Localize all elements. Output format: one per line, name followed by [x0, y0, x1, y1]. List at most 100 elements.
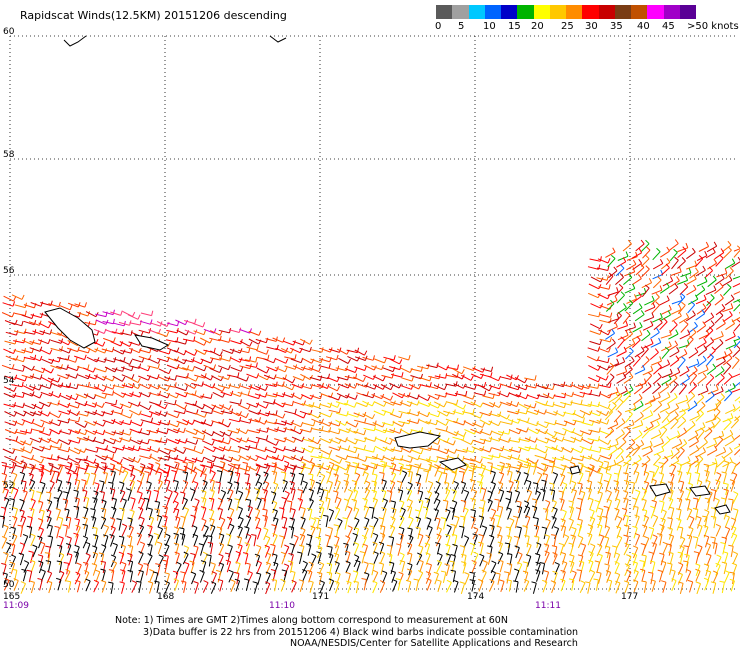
- wind-barb: [688, 528, 694, 540]
- wind-barb-feather: [623, 534, 629, 537]
- wind-barb: [677, 420, 687, 429]
- wind-barb-feather: [313, 420, 316, 427]
- wind-barb: [669, 518, 673, 530]
- wind-barb-feather: [337, 402, 340, 408]
- wind-barb-feather: [417, 410, 420, 416]
- wind-barb-feather: [237, 428, 240, 434]
- wind-barb-feather: [514, 568, 520, 572]
- wind-barb: [363, 579, 367, 591]
- wind-barb: [336, 376, 348, 381]
- wind-barb: [671, 259, 679, 270]
- wind-barb-feather: [51, 358, 55, 364]
- wind-barb-feather: [659, 312, 663, 318]
- wind-barb-feather: [598, 427, 601, 433]
- wind-barb: [202, 554, 208, 565]
- wind-barb-feather: [354, 554, 360, 558]
- wind-barb: [48, 464, 60, 470]
- wind-barb: [14, 376, 26, 382]
- wind-barb-feather: [67, 355, 70, 361]
- wind-barb-feather: [610, 312, 613, 318]
- wind-barb-feather: [418, 533, 424, 537]
- wind-barb: [300, 385, 312, 390]
- wind-barb: [256, 429, 268, 433]
- wind-barb-feather: [157, 526, 163, 530]
- wind-barb: [23, 410, 34, 417]
- wind-barb: [643, 464, 648, 476]
- wind-barb: [679, 407, 690, 413]
- wind-barb-feather: [390, 500, 396, 503]
- wind-barb-feather: [201, 518, 207, 522]
- wind-barb: [615, 276, 624, 285]
- wind-barb: [715, 370, 725, 378]
- wind-barb: [506, 499, 511, 511]
- wind-barb: [256, 367, 267, 374]
- wind-barb-feather: [692, 328, 697, 333]
- wind-barb-feather: [414, 509, 421, 512]
- wind-barb: [374, 445, 386, 452]
- wind-barb: [581, 438, 592, 445]
- wind-barb: [650, 331, 660, 339]
- wind-barb: [239, 328, 250, 334]
- wind-barb: [272, 502, 278, 514]
- wind-barb-feather: [606, 275, 609, 281]
- wind-barb: [336, 392, 348, 399]
- wind-barb: [248, 330, 260, 336]
- wind-barb: [256, 483, 263, 494]
- wind-barb-feather: [75, 357, 78, 363]
- wind-barb-feather: [285, 358, 289, 364]
- wind-barb-feather: [533, 517, 539, 520]
- wind-barb: [319, 421, 330, 427]
- wind-barb-feather: [90, 472, 97, 475]
- wind-barb: [292, 365, 304, 371]
- wind-barb-feather: [697, 524, 703, 527]
- wind-barb: [119, 553, 125, 565]
- wind-barb-feather: [190, 552, 196, 556]
- wind-barb: [59, 537, 64, 549]
- wind-barb-feather: [568, 506, 574, 509]
- wind-barb-feather: [674, 417, 679, 422]
- wind-barb: [480, 368, 492, 372]
- wind-barb: [157, 393, 168, 399]
- wind-barb: [13, 340, 25, 344]
- wind-barb: [632, 433, 643, 442]
- wind-barb-feather: [75, 579, 81, 583]
- wind-barb: [76, 412, 88, 417]
- wind-barb: [687, 304, 696, 314]
- wind-barb: [733, 444, 740, 450]
- wind-barb: [417, 483, 421, 495]
- wind-barb-feather: [716, 554, 722, 558]
- wind-barb-feather: [265, 385, 268, 391]
- wind-barb: [110, 519, 116, 530]
- wind-barb: [397, 579, 402, 591]
- wind-barb: [254, 510, 261, 521]
- wind-barb-feather: [656, 247, 661, 253]
- wind-barb-feather: [203, 524, 209, 528]
- wind-barb: [616, 527, 622, 539]
- wind-barb: [121, 546, 126, 558]
- wind-barb: [158, 449, 169, 455]
- wind-barb-feather: [685, 275, 689, 281]
- wind-barb-feather: [573, 437, 577, 443]
- wind-barb-feather: [254, 553, 260, 557]
- wind-barb-feather: [38, 527, 44, 530]
- wind-barb: [20, 583, 26, 594]
- wind-barbs: [0, 239, 740, 595]
- wind-barb: [623, 277, 633, 285]
- wind-barb-feather: [213, 457, 217, 463]
- wind-barb-feather: [282, 402, 286, 408]
- wind-barb-feather: [220, 355, 223, 361]
- wind-barb-feather: [75, 524, 81, 528]
- wind-barb: [482, 489, 487, 501]
- wind-barb: [487, 554, 492, 565]
- wind-barb: [301, 403, 313, 408]
- wind-barb: [271, 493, 277, 504]
- wind-barb: [57, 402, 68, 408]
- wind-barb-feather: [659, 285, 663, 291]
- wind-barb: [518, 446, 529, 452]
- wind-barb-feather: [712, 363, 717, 369]
- wind-barb-feather: [101, 544, 107, 548]
- wind-barb-feather: [568, 500, 574, 503]
- wind-barb: [570, 555, 575, 567]
- wind-barb-feather: [361, 534, 367, 538]
- wind-barb-feather: [704, 438, 708, 443]
